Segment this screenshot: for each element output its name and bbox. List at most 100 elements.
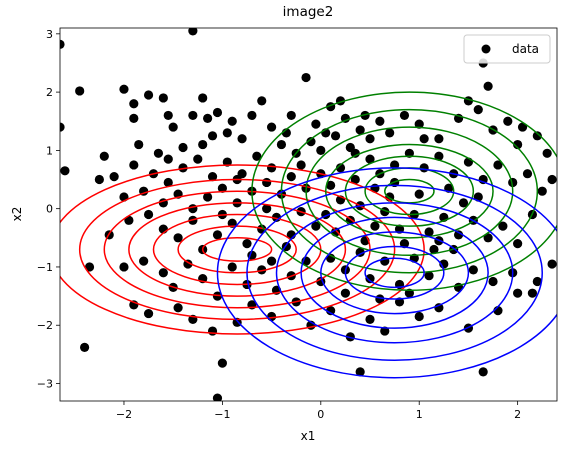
data-point xyxy=(542,148,552,158)
contour-ellipse xyxy=(177,225,297,274)
data-point xyxy=(198,139,208,150)
data-point xyxy=(493,160,503,170)
data-point xyxy=(242,239,252,249)
data-point xyxy=(266,163,277,173)
data-point xyxy=(143,90,154,100)
data-point xyxy=(119,84,129,94)
data-point xyxy=(252,151,262,161)
data-point xyxy=(414,119,424,129)
data-point xyxy=(330,131,341,141)
data-point xyxy=(414,189,424,199)
data-point xyxy=(257,265,267,275)
data-point xyxy=(212,107,223,118)
data-point xyxy=(385,128,395,138)
data-point xyxy=(532,276,542,287)
data-point xyxy=(262,204,272,214)
data-point xyxy=(340,288,351,298)
contour-ellipse xyxy=(103,190,371,309)
data-point xyxy=(311,119,321,129)
data-point xyxy=(188,110,198,121)
data-point xyxy=(326,306,336,316)
contour-ellipse xyxy=(324,143,494,239)
data-point xyxy=(173,303,183,313)
data-point xyxy=(163,177,173,188)
data-point xyxy=(124,215,134,225)
data-point xyxy=(532,131,542,141)
x-tick-label: −2 xyxy=(116,408,132,421)
contour-ellipse xyxy=(300,216,489,329)
data-point xyxy=(365,134,375,144)
data-point xyxy=(257,96,267,106)
data-point xyxy=(143,308,154,319)
data-point xyxy=(468,265,478,275)
y-tick-label: 0 xyxy=(46,203,53,216)
data-point xyxy=(537,186,547,196)
data-point xyxy=(434,303,444,313)
data-point xyxy=(311,221,321,231)
data-point xyxy=(513,139,523,150)
data-point xyxy=(350,174,360,185)
data-point xyxy=(478,367,488,377)
data-point xyxy=(198,93,208,103)
contour-ellipse xyxy=(128,202,347,297)
data-point xyxy=(60,122,65,132)
data-point xyxy=(547,174,557,185)
data-point xyxy=(345,332,355,342)
data-point xyxy=(173,233,183,243)
data-point xyxy=(60,39,65,49)
data-point xyxy=(513,288,523,298)
data-point xyxy=(222,128,232,138)
x-tick-label: 1 xyxy=(416,408,423,421)
data-point xyxy=(266,256,277,266)
contour-ellipse xyxy=(246,184,543,361)
data-point xyxy=(301,72,311,83)
data-point xyxy=(365,274,375,284)
contour-ellipse xyxy=(275,202,514,344)
data-point xyxy=(424,227,434,237)
data-point xyxy=(380,326,390,336)
data-point xyxy=(306,137,316,147)
data-point xyxy=(488,276,498,287)
data-point xyxy=(483,81,493,91)
data-point xyxy=(237,134,247,144)
data-point xyxy=(129,113,139,123)
x-tick-label: −1 xyxy=(214,408,230,421)
data-point xyxy=(513,239,523,249)
data-point xyxy=(153,148,164,158)
data-point xyxy=(365,154,375,164)
contour-ellipse xyxy=(201,237,273,262)
x-axis: −2 −1 0 1 2 xyxy=(116,401,521,421)
data-point xyxy=(207,326,218,336)
contour-ellipse xyxy=(78,178,396,321)
data-point xyxy=(227,116,237,126)
data-point xyxy=(326,180,336,190)
data-point xyxy=(473,104,483,115)
data-point xyxy=(419,134,429,144)
data-point xyxy=(508,177,518,188)
data-point xyxy=(163,110,173,121)
data-point xyxy=(217,183,227,193)
data-point xyxy=(503,116,513,126)
data-point xyxy=(134,139,144,150)
data-point xyxy=(84,262,95,272)
legend-box xyxy=(463,34,551,64)
data-point xyxy=(80,342,90,352)
data-point xyxy=(517,122,528,132)
data-point xyxy=(119,262,129,272)
data-point xyxy=(286,172,296,182)
data-point xyxy=(483,233,493,243)
data-point xyxy=(453,230,464,240)
y-tick-label: −2 xyxy=(37,319,53,332)
y-tick-label: 3 xyxy=(46,28,53,41)
data-point xyxy=(296,160,306,170)
data-point xyxy=(286,110,296,121)
data-point xyxy=(276,139,287,150)
data-point xyxy=(60,166,70,176)
data-point xyxy=(424,271,434,281)
contour-ellipse xyxy=(60,164,425,335)
data-point xyxy=(498,221,508,231)
data-point xyxy=(212,230,223,240)
y-tick-label: −1 xyxy=(37,261,53,274)
legend: data xyxy=(463,34,551,64)
